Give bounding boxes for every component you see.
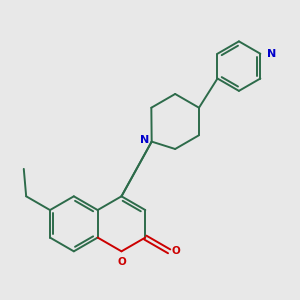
Text: O: O — [117, 257, 126, 267]
Text: N: N — [140, 135, 149, 145]
Text: O: O — [171, 246, 180, 256]
Text: N: N — [267, 49, 276, 59]
